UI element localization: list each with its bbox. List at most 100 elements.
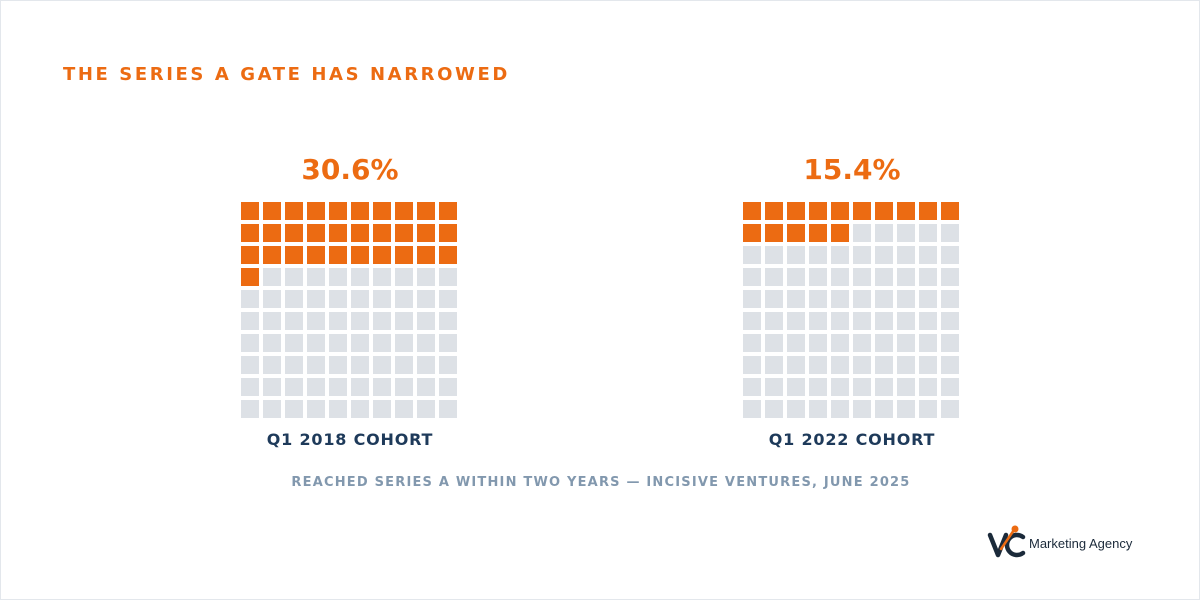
waffle-cell-empty xyxy=(897,356,915,374)
waffle-cell-empty xyxy=(897,246,915,264)
waffle-cell-filled xyxy=(809,202,827,220)
waffle-cell-empty xyxy=(395,400,413,418)
waffle-cell-empty xyxy=(417,400,435,418)
waffle-cell-empty xyxy=(853,378,871,396)
waffle-cell-empty xyxy=(439,312,457,330)
waffle-cell-empty xyxy=(241,400,259,418)
waffle-cell-empty xyxy=(417,312,435,330)
waffle-cell-empty xyxy=(809,290,827,308)
waffle-cell-empty xyxy=(919,356,937,374)
waffle-chart-2022 xyxy=(743,202,961,420)
waffle-cell-filled xyxy=(307,224,325,242)
waffle-cell-empty xyxy=(307,334,325,352)
waffle-cell-empty xyxy=(831,400,849,418)
waffle-cell-empty xyxy=(941,400,959,418)
waffle-cell-empty xyxy=(875,290,893,308)
waffle-cell-empty xyxy=(831,356,849,374)
waffle-cell-empty xyxy=(787,290,805,308)
waffle-cell-empty xyxy=(285,356,303,374)
waffle-cell-empty xyxy=(787,312,805,330)
waffle-cell-filled xyxy=(373,202,391,220)
waffle-cell-empty xyxy=(285,378,303,396)
waffle-cell-empty xyxy=(395,290,413,308)
waffle-cell-empty xyxy=(765,246,783,264)
waffle-cell-empty xyxy=(787,246,805,264)
waffle-cell-empty xyxy=(395,312,413,330)
waffle-cell-filled xyxy=(285,246,303,264)
waffle-cell-filled xyxy=(395,202,413,220)
waffle-cell-filled xyxy=(351,202,369,220)
waffle-cell-empty xyxy=(307,356,325,374)
waffle-cell-empty xyxy=(439,400,457,418)
waffle-cell-empty xyxy=(743,268,761,286)
waffle-cell-empty xyxy=(875,268,893,286)
waffle-cell-empty xyxy=(439,356,457,374)
waffle-cell-empty xyxy=(373,290,391,308)
waffle-cell-empty xyxy=(373,268,391,286)
waffle-cell-filled xyxy=(395,224,413,242)
waffle-cell-empty xyxy=(941,334,959,352)
waffle-cell-empty xyxy=(765,290,783,308)
waffle-cell-empty xyxy=(787,378,805,396)
waffle-cell-filled xyxy=(241,202,259,220)
waffle-cell-empty xyxy=(853,400,871,418)
waffle-cell-empty xyxy=(787,334,805,352)
waffle-cell-empty xyxy=(875,246,893,264)
waffle-cell-empty xyxy=(241,290,259,308)
waffle-value-label-2022: 15.4% xyxy=(803,153,901,186)
waffle-cell-empty xyxy=(329,356,347,374)
waffle-cell-filled xyxy=(809,224,827,242)
cohort-label-2018: Q1 2018 COHORT xyxy=(266,430,434,449)
waffle-cell-empty xyxy=(373,334,391,352)
waffle-cell-empty xyxy=(919,312,937,330)
waffle-cell-empty xyxy=(241,378,259,396)
waffle-cell-empty xyxy=(263,378,281,396)
waffle-cell-empty xyxy=(329,334,347,352)
waffle-cell-empty xyxy=(417,356,435,374)
waffle-cell-empty xyxy=(417,334,435,352)
waffle-cell-filled xyxy=(743,202,761,220)
waffle-cell-empty xyxy=(351,378,369,396)
waffle-cell-empty xyxy=(941,224,959,242)
waffle-cell-empty xyxy=(941,356,959,374)
waffle-cell-empty xyxy=(329,268,347,286)
waffle-cell-empty xyxy=(853,268,871,286)
waffle-cell-filled xyxy=(241,246,259,264)
waffle-cell-empty xyxy=(919,224,937,242)
waffle-cell-empty xyxy=(263,312,281,330)
waffle-cell-empty xyxy=(875,224,893,242)
waffle-cell-empty xyxy=(743,246,761,264)
waffle-cell-empty xyxy=(919,290,937,308)
waffle-cell-empty xyxy=(941,246,959,264)
waffle-cell-filled xyxy=(417,202,435,220)
waffle-cell-filled xyxy=(765,202,783,220)
waffle-cell-empty xyxy=(853,224,871,242)
waffle-cell-empty xyxy=(875,378,893,396)
waffle-cell-filled xyxy=(831,224,849,242)
waffle-cell-empty xyxy=(897,400,915,418)
waffle-cell-empty xyxy=(373,378,391,396)
waffle-cell-empty xyxy=(875,400,893,418)
waffle-cell-filled xyxy=(787,224,805,242)
waffle-cell-empty xyxy=(307,268,325,286)
waffle-cell-empty xyxy=(743,400,761,418)
waffle-cell-empty xyxy=(263,334,281,352)
waffle-cell-filled xyxy=(351,246,369,264)
waffle-cell-filled xyxy=(743,224,761,242)
waffle-cell-filled xyxy=(263,224,281,242)
waffle-cell-empty xyxy=(897,224,915,242)
waffle-cell-empty xyxy=(809,334,827,352)
waffle-cell-empty xyxy=(919,334,937,352)
waffle-cell-empty xyxy=(897,268,915,286)
waffle-cell-empty xyxy=(263,356,281,374)
waffle-cell-empty xyxy=(831,290,849,308)
waffle-cell-empty xyxy=(941,312,959,330)
waffle-cell-filled xyxy=(897,202,915,220)
waffle-cell-empty xyxy=(919,268,937,286)
waffle-cell-filled xyxy=(875,202,893,220)
waffle-cell-empty xyxy=(285,334,303,352)
waffle-cell-filled xyxy=(919,202,937,220)
waffle-cell-empty xyxy=(329,312,347,330)
waffle-cell-filled xyxy=(285,224,303,242)
waffle-cell-empty xyxy=(919,378,937,396)
